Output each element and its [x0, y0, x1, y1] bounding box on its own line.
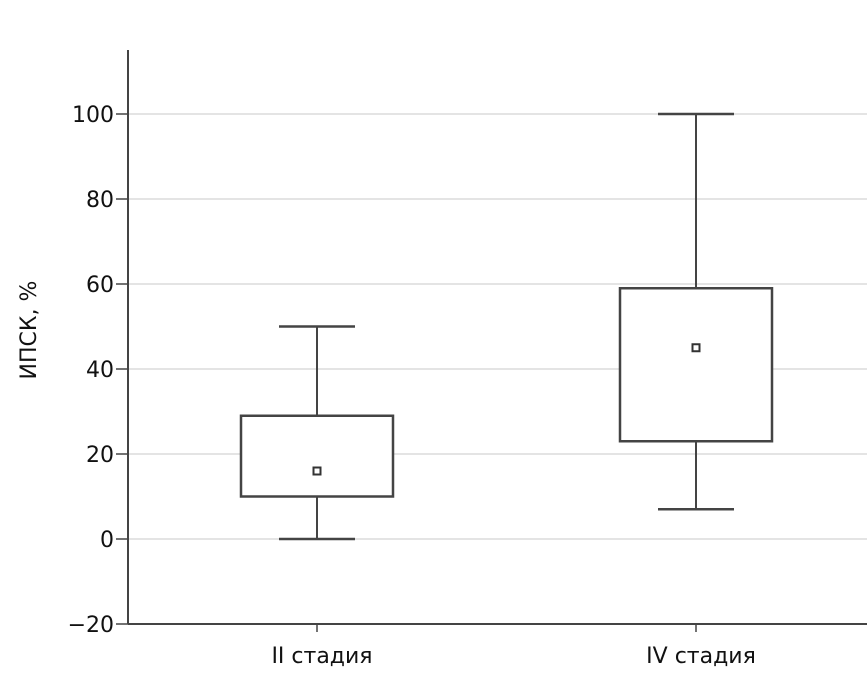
- y-tick-label: 0: [100, 528, 114, 553]
- box-group: [618, 112, 774, 511]
- x-axis-ticks: II стадия IV стадия: [271, 624, 756, 669]
- x-category-label: IV стадия: [646, 644, 756, 669]
- y-axis-title: ИПСК, %: [17, 281, 42, 380]
- boxes: [239, 112, 774, 541]
- center-marker: [312, 466, 322, 476]
- box-rect: [618, 287, 774, 443]
- y-axis-ticks: −20 0 20 40 60 80 100: [68, 103, 128, 638]
- box-rect: [239, 414, 395, 498]
- center-marker: [691, 343, 701, 353]
- y-tick-label: 80: [86, 188, 114, 213]
- y-tick-label: 20: [86, 443, 114, 468]
- box-group: [239, 325, 395, 541]
- x-category-label: II стадия: [271, 644, 372, 669]
- y-tick-label: −20: [68, 613, 114, 638]
- y-tick-label: 40: [86, 358, 114, 383]
- y-tick-label: 60: [86, 273, 114, 298]
- y-tick-label: 100: [72, 103, 114, 128]
